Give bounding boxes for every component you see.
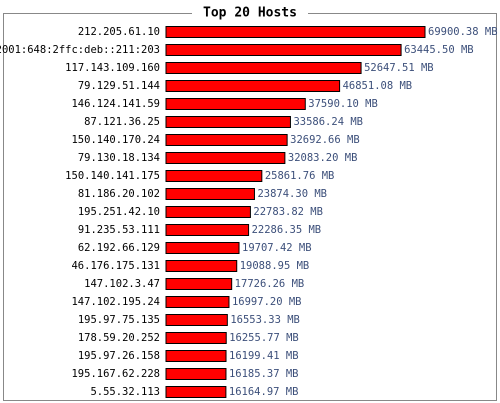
value-label: 17726.26 MB bbox=[235, 278, 305, 290]
bar bbox=[165, 278, 233, 290]
bar bbox=[165, 188, 255, 200]
host-label: 147.102.195.24 bbox=[71, 296, 160, 308]
value-label: 22286.35 MB bbox=[252, 224, 322, 236]
host-label: 81.186.20.102 bbox=[78, 188, 160, 200]
host-label: 62.192.66.129 bbox=[78, 242, 160, 254]
value-label: 16997.20 MB bbox=[232, 296, 302, 308]
value-label: 22783.82 MB bbox=[253, 206, 323, 218]
host-label: 150.140.141.175 bbox=[65, 170, 160, 182]
value-label: 52647.51 MB bbox=[364, 62, 434, 74]
bar bbox=[165, 224, 250, 236]
bar bbox=[165, 116, 291, 128]
bar bbox=[165, 314, 228, 326]
value-label: 16553.33 MB bbox=[230, 314, 300, 326]
value-label: 16164.97 MB bbox=[229, 386, 299, 398]
host-label: 117.143.109.160 bbox=[65, 62, 160, 74]
host-label: 2001:648:2ffc:deb::211:203 bbox=[0, 44, 160, 56]
host-label: 46.176.175.131 bbox=[71, 260, 160, 272]
host-label: 195.167.62.228 bbox=[71, 368, 160, 380]
chart-title: Top 20 Hosts bbox=[203, 6, 297, 21]
host-label: 195.97.75.135 bbox=[78, 314, 160, 326]
host-label: 195.251.42.10 bbox=[78, 206, 160, 218]
value-label: 16255.77 MB bbox=[229, 332, 299, 344]
value-label: 32083.20 MB bbox=[288, 152, 358, 164]
title-background bbox=[192, 5, 308, 21]
host-label: 178.59.20.252 bbox=[78, 332, 160, 344]
bar bbox=[165, 26, 426, 38]
value-label: 32692.66 MB bbox=[290, 134, 360, 146]
value-label: 37590.10 MB bbox=[308, 98, 378, 110]
host-label: 87.121.36.25 bbox=[84, 116, 160, 128]
value-label: 33586.24 MB bbox=[293, 116, 363, 128]
bar bbox=[165, 332, 227, 344]
value-label: 25861.76 MB bbox=[265, 170, 335, 182]
bar bbox=[165, 152, 286, 164]
bar bbox=[165, 296, 230, 308]
value-label: 19707.42 MB bbox=[242, 242, 312, 254]
host-label: 212.205.61.10 bbox=[78, 26, 160, 38]
bar bbox=[165, 134, 288, 146]
host-label: 79.130.18.134 bbox=[78, 152, 160, 164]
bar bbox=[165, 170, 263, 182]
bar bbox=[165, 62, 362, 74]
bar bbox=[165, 80, 341, 92]
value-label: 16185.37 MB bbox=[229, 368, 299, 380]
host-label: 146.124.141.59 bbox=[71, 98, 160, 110]
host-label: 147.102.3.47 bbox=[84, 278, 160, 290]
value-label: 69900.38 MB bbox=[428, 26, 498, 38]
host-label: 91.235.53.111 bbox=[78, 224, 160, 236]
value-label: 63445.50 MB bbox=[404, 44, 474, 56]
bar bbox=[165, 98, 306, 110]
bar bbox=[165, 242, 240, 254]
host-label: 150.140.170.24 bbox=[71, 134, 160, 146]
bar bbox=[165, 260, 238, 272]
bar bbox=[165, 386, 227, 398]
host-label: 195.97.26.158 bbox=[78, 350, 160, 362]
value-label: 16199.41 MB bbox=[229, 350, 299, 362]
bar bbox=[165, 368, 227, 380]
host-label: 5.55.32.113 bbox=[90, 386, 160, 398]
value-label: 19088.95 MB bbox=[240, 260, 310, 272]
value-label: 46851.08 MB bbox=[343, 80, 413, 92]
bar bbox=[165, 206, 251, 218]
bar bbox=[165, 350, 227, 362]
host-label: 79.129.51.144 bbox=[78, 80, 160, 92]
bar bbox=[165, 44, 402, 56]
value-label: 23874.30 MB bbox=[257, 188, 327, 200]
